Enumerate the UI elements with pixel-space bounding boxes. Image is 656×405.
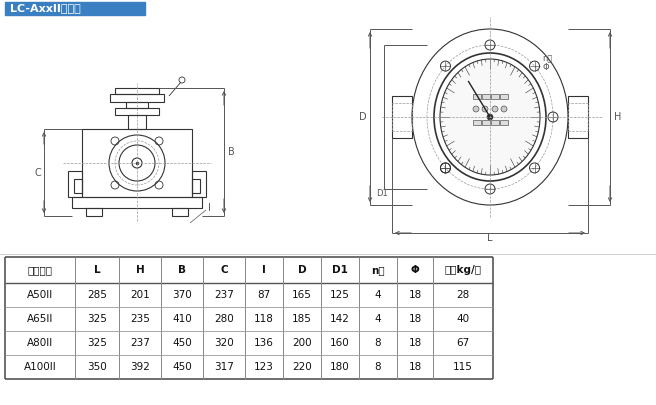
Text: Φ: Φ bbox=[543, 63, 549, 72]
Text: 18: 18 bbox=[409, 290, 422, 300]
Text: n个: n个 bbox=[371, 265, 385, 275]
Text: 18: 18 bbox=[409, 338, 422, 348]
Text: 136: 136 bbox=[254, 338, 274, 348]
Bar bbox=[74, 179, 82, 193]
Text: H: H bbox=[136, 265, 144, 275]
Text: 317: 317 bbox=[214, 362, 234, 372]
Text: I: I bbox=[262, 265, 266, 275]
Bar bbox=[568, 103, 588, 131]
Text: 320: 320 bbox=[214, 338, 234, 348]
Text: 8: 8 bbox=[375, 338, 381, 348]
Bar bbox=[172, 208, 188, 216]
Text: 4: 4 bbox=[375, 290, 381, 300]
Bar bbox=[482, 120, 489, 125]
Circle shape bbox=[501, 106, 507, 112]
Ellipse shape bbox=[440, 59, 540, 175]
Text: H: H bbox=[614, 112, 622, 122]
Text: C: C bbox=[35, 168, 41, 177]
Circle shape bbox=[473, 106, 479, 112]
Text: D1: D1 bbox=[376, 189, 388, 198]
Text: 237: 237 bbox=[130, 338, 150, 348]
Text: B: B bbox=[178, 265, 186, 275]
Text: LC-AxxII型輕型: LC-AxxII型輕型 bbox=[10, 4, 81, 13]
Bar bbox=[568, 96, 588, 138]
Bar bbox=[68, 171, 82, 197]
Text: L: L bbox=[94, 265, 100, 275]
Text: 370: 370 bbox=[172, 290, 192, 300]
Text: 200: 200 bbox=[292, 338, 312, 348]
Text: 67: 67 bbox=[457, 338, 470, 348]
Text: D1: D1 bbox=[332, 265, 348, 275]
Text: I: I bbox=[208, 203, 211, 213]
Text: 87: 87 bbox=[257, 290, 271, 300]
Text: 392: 392 bbox=[130, 362, 150, 372]
Text: 160: 160 bbox=[330, 338, 350, 348]
Bar bbox=[392, 96, 412, 138]
Bar bbox=[86, 208, 102, 216]
Text: 237: 237 bbox=[214, 290, 234, 300]
Text: A80II: A80II bbox=[27, 338, 53, 348]
Text: 285: 285 bbox=[87, 290, 107, 300]
Bar bbox=[128, 115, 146, 129]
Text: 450: 450 bbox=[172, 338, 192, 348]
Circle shape bbox=[487, 114, 493, 120]
Bar bbox=[491, 94, 499, 99]
Text: A100II: A100II bbox=[24, 362, 56, 372]
Bar bbox=[472, 94, 480, 99]
Text: 123: 123 bbox=[254, 362, 274, 372]
Text: 公稱通徑: 公稱通徑 bbox=[28, 265, 52, 275]
Bar bbox=[499, 120, 508, 125]
Text: 325: 325 bbox=[87, 338, 107, 348]
Text: 185: 185 bbox=[292, 314, 312, 324]
Text: 180: 180 bbox=[330, 362, 350, 372]
Text: 280: 280 bbox=[214, 314, 234, 324]
Bar bbox=[72, 197, 202, 208]
Text: 28: 28 bbox=[457, 290, 470, 300]
Text: 4: 4 bbox=[375, 314, 381, 324]
Text: 40: 40 bbox=[457, 314, 470, 324]
Circle shape bbox=[482, 106, 488, 112]
Text: 125: 125 bbox=[330, 290, 350, 300]
Text: 165: 165 bbox=[292, 290, 312, 300]
Bar bbox=[482, 94, 489, 99]
Bar bbox=[115, 88, 159, 94]
Text: 450: 450 bbox=[172, 362, 192, 372]
Text: 8: 8 bbox=[375, 362, 381, 372]
Text: 235: 235 bbox=[130, 314, 150, 324]
Bar bbox=[491, 120, 499, 125]
Text: 350: 350 bbox=[87, 362, 107, 372]
Text: 18: 18 bbox=[409, 362, 422, 372]
Bar bbox=[392, 103, 412, 131]
Circle shape bbox=[492, 106, 498, 112]
Text: B: B bbox=[228, 147, 234, 157]
Text: 重量kg/臺: 重量kg/臺 bbox=[445, 265, 482, 275]
Text: D: D bbox=[298, 265, 306, 275]
Text: 201: 201 bbox=[130, 290, 150, 300]
Text: C: C bbox=[220, 265, 228, 275]
Text: 118: 118 bbox=[254, 314, 274, 324]
Text: L: L bbox=[487, 233, 493, 243]
Bar bbox=[5, 2, 145, 15]
Text: 18: 18 bbox=[409, 314, 422, 324]
Text: D: D bbox=[359, 112, 367, 122]
Text: 410: 410 bbox=[172, 314, 192, 324]
Bar bbox=[82, 129, 192, 197]
Bar bbox=[115, 108, 159, 115]
Text: 325: 325 bbox=[87, 314, 107, 324]
Text: Φ: Φ bbox=[411, 265, 419, 275]
Bar bbox=[192, 171, 206, 197]
Bar bbox=[499, 94, 508, 99]
Text: n个: n个 bbox=[543, 54, 553, 63]
Text: A65II: A65II bbox=[27, 314, 53, 324]
Bar bbox=[472, 120, 480, 125]
Text: 142: 142 bbox=[330, 314, 350, 324]
Text: 115: 115 bbox=[453, 362, 473, 372]
Bar bbox=[110, 94, 164, 102]
Bar bbox=[192, 179, 200, 193]
Bar bbox=[126, 102, 148, 108]
Text: 220: 220 bbox=[292, 362, 312, 372]
Text: A50II: A50II bbox=[27, 290, 53, 300]
